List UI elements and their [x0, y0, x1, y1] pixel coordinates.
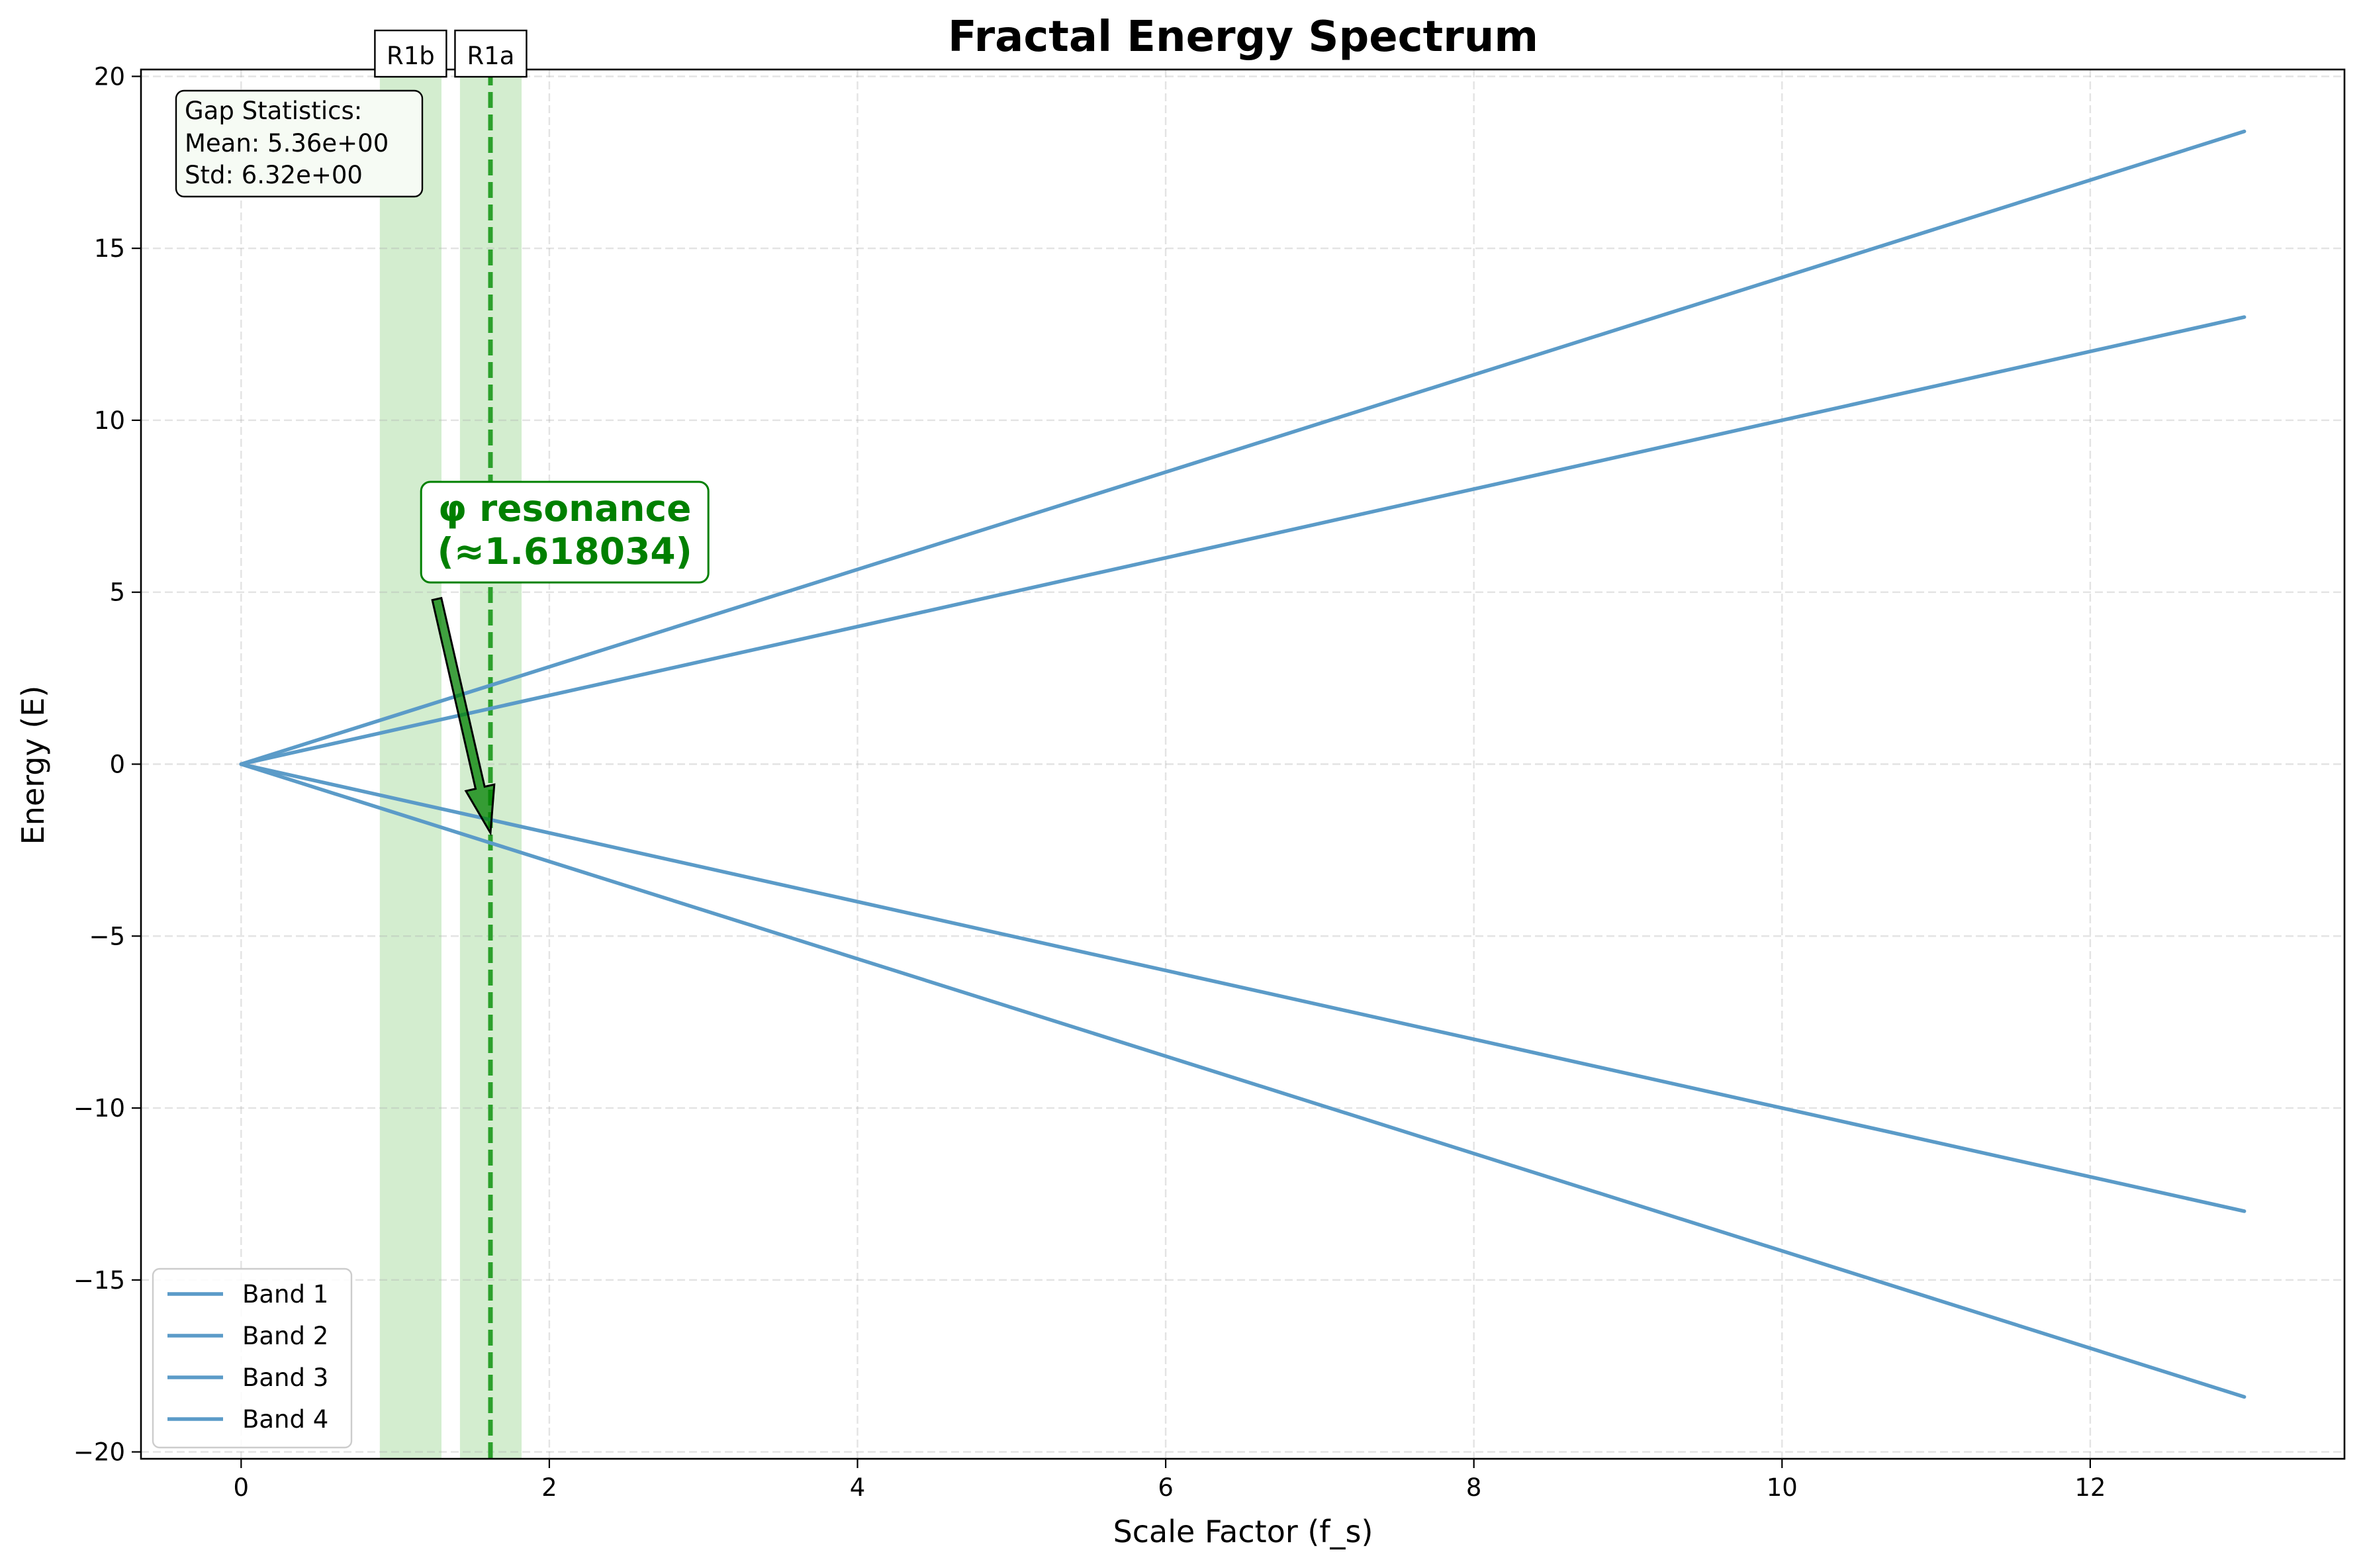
stats-mean: Mean: 5.36e+00 — [185, 129, 389, 158]
x-axis-label: Scale Factor (f_s) — [1113, 1514, 1373, 1549]
y-tick-label: 20 — [94, 62, 125, 91]
legend-frame — [152, 1268, 353, 1449]
legend-label: Band 2 — [242, 1322, 328, 1350]
y-tick-label: −10 — [73, 1094, 125, 1123]
y-tick-label: 10 — [94, 406, 125, 435]
y-axis-label: Energy (E) — [15, 686, 51, 845]
annotation-box — [420, 481, 710, 584]
phi-annotation: φ resonance(≈1.618034) — [420, 481, 710, 837]
region-labels: R1b R1a — [374, 29, 528, 78]
region-r1b — [379, 69, 441, 1459]
stats-std: Std: 6.32e+00 — [185, 161, 363, 189]
legend-item-band-4: Band 4 — [167, 1405, 328, 1434]
annotation-arrow — [431, 596, 496, 837]
y-tick-label: 15 — [94, 234, 125, 263]
region-label-r1b: R1b — [374, 29, 447, 78]
region-label-text: R1a — [467, 42, 514, 70]
x-tick-label: 0 — [234, 1473, 250, 1502]
legend-item-band-3: Band 3 — [167, 1363, 328, 1392]
series-layer — [239, 129, 2247, 1399]
annotation-line-2: (≈1.618034) — [438, 530, 692, 573]
series-line-band-3 — [239, 762, 2247, 1213]
stats-box-frame — [175, 89, 424, 198]
legend-label: Band 3 — [242, 1363, 328, 1392]
stats-title: Gap Statistics: — [185, 97, 362, 125]
legend: Band 1 Band 2 Band 3 Band 4 — [152, 1268, 353, 1449]
region-label-r1a: R1a — [454, 29, 528, 78]
region-label-text: R1b — [387, 42, 435, 70]
annotation-line-1: φ resonance — [438, 487, 691, 530]
x-tick-label: 8 — [1466, 1473, 1482, 1502]
x-tick-label: 4 — [850, 1473, 866, 1502]
x-tick-label: 6 — [1158, 1473, 1174, 1502]
region-label-box — [374, 29, 447, 78]
series-line-band-1 — [239, 129, 2247, 766]
legend-label: Band 4 — [242, 1405, 328, 1434]
y-tick-label: −20 — [73, 1438, 125, 1467]
x-tick-label: 10 — [1767, 1473, 1798, 1502]
grid — [141, 69, 2344, 1459]
y-tick-label: 0 — [109, 751, 125, 779]
region-label-box — [454, 29, 528, 78]
x-tick-label: 2 — [541, 1473, 557, 1502]
series-line-band-4 — [239, 762, 2247, 1399]
gap-statistics-box: Gap Statistics: Mean: 5.36e+00 Std: 6.32e+… — [175, 89, 424, 198]
y-tick-label: 5 — [109, 578, 125, 607]
x-tick-label: 12 — [2074, 1473, 2106, 1502]
legend-item-band-1: Band 1 — [167, 1280, 328, 1309]
chart-title: Fractal Energy Spectrum — [948, 13, 1538, 62]
legend-item-band-2: Band 2 — [167, 1322, 328, 1350]
ticks: 0 2 4 6 8 10 12 −20 −15 −10 −5 0 5 10 15 20 — [73, 62, 2106, 1502]
y-tick-label: −15 — [73, 1266, 125, 1295]
series-line-band-2 — [239, 315, 2247, 766]
legend-label: Band 1 — [242, 1280, 328, 1309]
y-tick-label: −5 — [89, 922, 125, 950]
